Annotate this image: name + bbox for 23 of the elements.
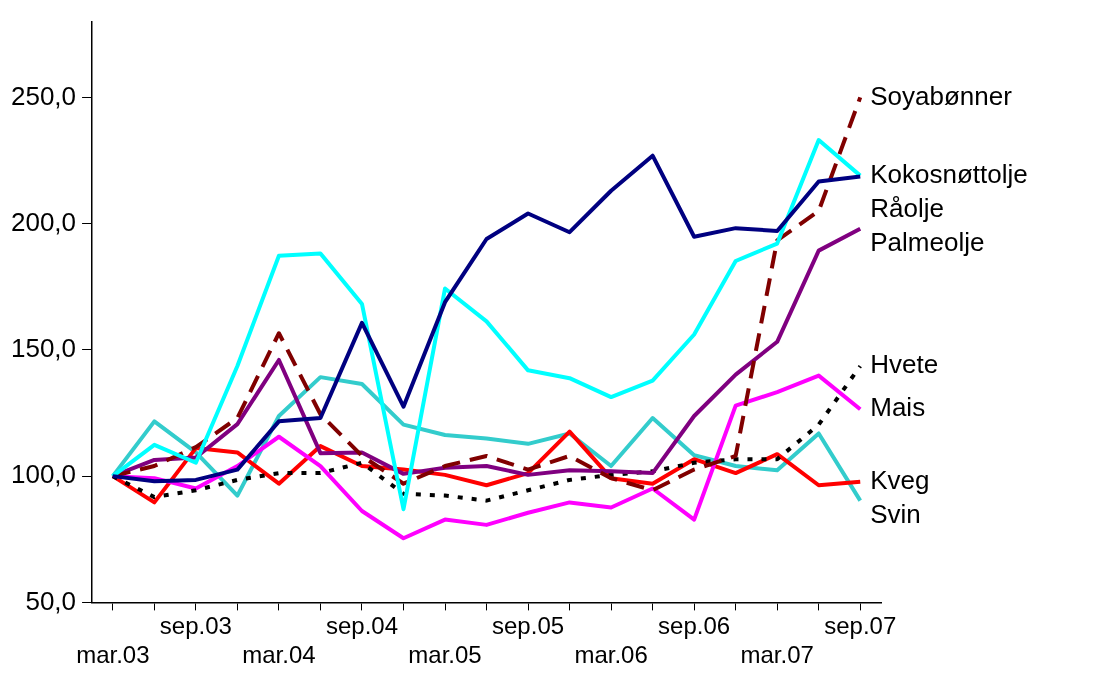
x-tick-label: sep.06 xyxy=(658,612,731,640)
x-tick-label: mar.06 xyxy=(574,641,648,669)
x-tick-label: sep.07 xyxy=(824,612,897,640)
series-label: Hvete xyxy=(870,349,939,380)
x-tick-label: mar.04 xyxy=(242,641,316,669)
series-label: Palmeolje xyxy=(870,226,985,257)
x-tick-label: sep.04 xyxy=(325,612,398,640)
series-label: Mais xyxy=(870,392,926,423)
y-tick-label: 50,0 xyxy=(25,585,77,616)
x-tick-label: mar.05 xyxy=(408,641,482,669)
x-tick-label: sep.05 xyxy=(492,612,565,640)
y-tick-label: 200,0 xyxy=(10,206,77,237)
series-label: Kokosnøttolje xyxy=(870,158,1028,189)
x-tick-label: mar.07 xyxy=(740,641,814,669)
x-tick-label: sep.03 xyxy=(159,612,232,640)
series-label: Kveg xyxy=(870,464,930,495)
y-tick-label: 250,0 xyxy=(10,80,77,111)
series-label: Soyabønner xyxy=(870,80,1013,111)
series-label: Svin xyxy=(870,498,921,529)
y-tick-label: 150,0 xyxy=(10,333,77,364)
x-tick-label: mar.03 xyxy=(76,641,150,669)
series-label: Råolje xyxy=(870,192,944,223)
y-tick-label: 100,0 xyxy=(10,459,77,490)
